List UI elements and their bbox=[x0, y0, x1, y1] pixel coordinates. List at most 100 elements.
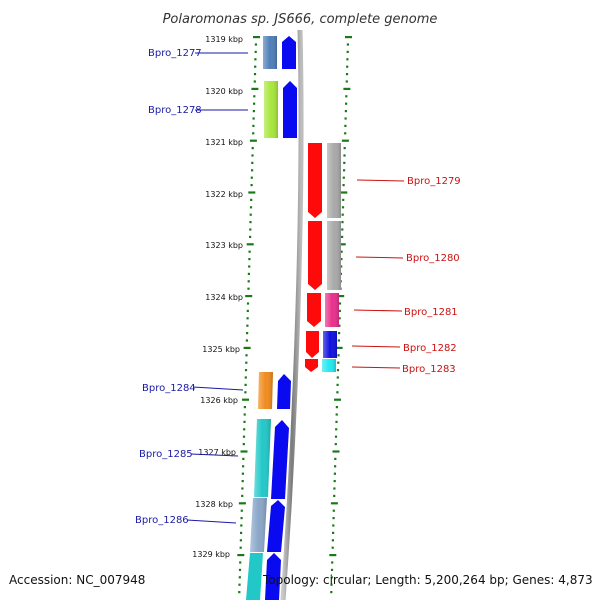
gene-label[interactable]: Bpro_1279 bbox=[407, 176, 461, 187]
label-leader-line bbox=[356, 179, 405, 182]
scale-tick bbox=[253, 80, 256, 83]
scale-tick bbox=[251, 87, 259, 90]
scale-tick bbox=[340, 258, 343, 261]
scale-tick bbox=[240, 450, 248, 453]
gene-label[interactable]: Bpro_1281 bbox=[404, 307, 458, 318]
reverse-strand-arrow bbox=[307, 293, 321, 327]
scale-tick bbox=[248, 258, 251, 261]
scale-tick bbox=[254, 65, 257, 68]
forward-strand-arrow bbox=[267, 500, 285, 552]
scale-tick bbox=[252, 110, 255, 113]
gene-bpro-1284[interactable]: Bpro_1284 bbox=[142, 372, 291, 409]
scale-tick bbox=[245, 354, 248, 357]
scale-tick bbox=[335, 413, 338, 416]
scale-tick bbox=[252, 132, 255, 135]
scale-tick bbox=[330, 568, 334, 571]
scale-tick bbox=[254, 50, 257, 53]
scale-tick bbox=[334, 398, 341, 401]
scale-tick bbox=[238, 583, 241, 586]
label-leader-line bbox=[351, 366, 401, 369]
scale-tick bbox=[333, 472, 336, 475]
gene-bpro-1279[interactable]: Bpro_1279 bbox=[308, 143, 461, 218]
gene-bpro-1286[interactable]: Bpro_1286 bbox=[135, 498, 285, 552]
scale-tick bbox=[247, 287, 250, 290]
scale-tick bbox=[343, 87, 351, 90]
scale-tick bbox=[238, 576, 241, 579]
scale-tick bbox=[251, 147, 254, 150]
scale-tick bbox=[243, 406, 246, 409]
gene-bpro-1277[interactable]: Bpro_1277 bbox=[148, 36, 296, 69]
forward-strand-arrow bbox=[265, 553, 281, 600]
scale-tick bbox=[249, 206, 253, 209]
scale-tick bbox=[332, 517, 335, 520]
kbp-label-1329: 1329 kbp bbox=[192, 550, 230, 559]
scale-tick bbox=[240, 509, 243, 512]
scale-tick bbox=[330, 591, 333, 594]
scale-tick bbox=[343, 147, 346, 150]
kbp-ruler: 1319 kbp 1320 kbp 1321 kbp 1322 kbp 1323… bbox=[192, 35, 243, 559]
scale-tick bbox=[250, 184, 253, 187]
gene-label[interactable]: Bpro_1277 bbox=[148, 48, 202, 59]
gene-bpro-1282[interactable]: Bpro_1282 bbox=[306, 331, 457, 358]
gene-label[interactable]: Bpro_1285 bbox=[139, 449, 193, 460]
scale-tick bbox=[240, 524, 243, 527]
scale-tick bbox=[244, 376, 247, 379]
forward-strand-arrow bbox=[271, 420, 289, 499]
scale-tick bbox=[242, 465, 245, 468]
scale-tick bbox=[337, 361, 340, 364]
scale-tick bbox=[248, 191, 256, 194]
scale-tick bbox=[338, 324, 341, 327]
gene-label[interactable]: Bpro_1280 bbox=[406, 253, 460, 264]
reverse-strand-arrow bbox=[308, 221, 322, 290]
scale-tick bbox=[333, 487, 336, 490]
scale-tick bbox=[330, 502, 338, 505]
scale-tick bbox=[241, 480, 244, 483]
scale-tick bbox=[341, 206, 345, 209]
gene-bpro-1285[interactable]: Bpro_1285 bbox=[139, 419, 289, 499]
scale-tick bbox=[242, 398, 249, 401]
gene-bpro-1280[interactable]: Bpro_1280 bbox=[308, 221, 460, 290]
gene-label[interactable]: Bpro_1283 bbox=[402, 364, 456, 375]
scale-tick bbox=[345, 95, 348, 98]
scale-tick bbox=[342, 198, 345, 201]
scale-tick bbox=[341, 228, 344, 231]
scale-tick bbox=[241, 472, 244, 475]
accession-info: Accession: NC_007948 bbox=[9, 573, 146, 587]
gene-label[interactable]: Bpro_1284 bbox=[142, 383, 196, 394]
scale-tick bbox=[252, 117, 255, 120]
scale-tick bbox=[246, 302, 250, 305]
scale-tick bbox=[341, 139, 349, 142]
label-leader-line bbox=[355, 256, 404, 259]
scale-tick bbox=[246, 243, 254, 246]
scale-tick bbox=[240, 517, 243, 520]
scale-tick bbox=[246, 317, 249, 320]
gene-partial-bottom[interactable] bbox=[246, 553, 281, 600]
gene-label[interactable]: Bpro_1278 bbox=[148, 105, 202, 116]
scale-tick bbox=[343, 154, 346, 157]
scale-tick bbox=[336, 391, 339, 394]
scale-tick bbox=[337, 339, 340, 342]
scale-tick bbox=[337, 295, 345, 298]
scale-tick bbox=[338, 317, 341, 320]
scale-tick bbox=[250, 176, 253, 179]
scale-tick bbox=[238, 591, 241, 594]
scale-tick bbox=[244, 391, 247, 394]
scale-tick bbox=[329, 554, 337, 557]
gene-label[interactable]: Bpro_1282 bbox=[403, 343, 457, 354]
scale-tick bbox=[246, 309, 249, 312]
scale-tick bbox=[249, 139, 257, 142]
scale-tick bbox=[240, 531, 243, 534]
forward-strand-arrow bbox=[277, 374, 291, 409]
scale-tick bbox=[238, 568, 242, 571]
scale-tick bbox=[345, 80, 348, 83]
scale-tick bbox=[242, 435, 246, 438]
scale-tick bbox=[249, 213, 252, 216]
scale-tick bbox=[330, 583, 333, 586]
scale-tick bbox=[341, 213, 344, 216]
scale-tick bbox=[334, 465, 337, 468]
gene-bpro-1283[interactable]: Bpro_1283 bbox=[305, 359, 456, 375]
gene-bpro-1281[interactable]: Bpro_1281 bbox=[307, 293, 458, 327]
scale-tick bbox=[253, 102, 256, 105]
gene-bpro-1278[interactable]: Bpro_1278 bbox=[148, 81, 297, 138]
gene-label[interactable]: Bpro_1286 bbox=[135, 515, 189, 526]
